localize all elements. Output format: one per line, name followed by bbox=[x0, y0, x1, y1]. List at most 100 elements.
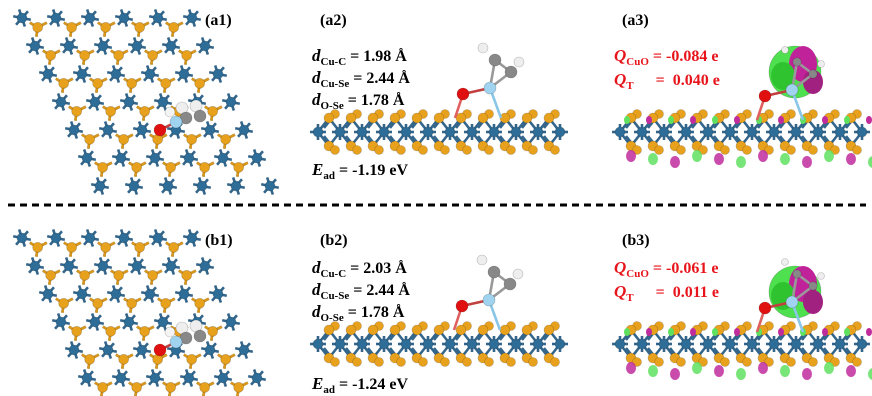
equation: dO-Se= 1.78 Å bbox=[312, 302, 404, 328]
c-atom bbox=[809, 70, 817, 78]
symbol: Q bbox=[614, 70, 626, 89]
equation: QT= 0.011 e bbox=[614, 282, 719, 308]
se-atom bbox=[111, 289, 121, 299]
charge-lobe bbox=[824, 150, 834, 162]
value: = -1.24 eV bbox=[339, 376, 408, 393]
c-atom bbox=[793, 58, 801, 66]
charge-lobe bbox=[626, 362, 636, 374]
se-atom bbox=[555, 339, 565, 349]
metal-atom bbox=[169, 22, 179, 32]
metal-atom bbox=[72, 326, 82, 336]
charge-lobe bbox=[734, 116, 740, 124]
se-atom bbox=[137, 345, 147, 355]
charge-lobe bbox=[866, 116, 872, 124]
subscript: CuO bbox=[626, 56, 649, 68]
se-atom bbox=[511, 339, 521, 349]
metal-atom bbox=[208, 106, 218, 116]
symbol: d bbox=[312, 90, 321, 109]
se-atom bbox=[69, 125, 79, 135]
se-atom bbox=[835, 127, 845, 137]
se-atom bbox=[116, 153, 126, 163]
charge-lobe bbox=[866, 328, 872, 336]
metal-atom bbox=[101, 22, 111, 32]
se-atom bbox=[615, 127, 625, 137]
metal-atom bbox=[529, 146, 538, 155]
se-atom bbox=[163, 181, 173, 191]
se-atom bbox=[82, 373, 92, 383]
o-atom bbox=[759, 302, 771, 314]
se-atom bbox=[489, 339, 499, 349]
charge-lobe bbox=[712, 116, 718, 124]
metal-atom bbox=[853, 146, 862, 155]
charge-lobe bbox=[734, 328, 740, 336]
h-atom bbox=[514, 57, 524, 67]
metal-atom bbox=[331, 358, 340, 367]
se-atom bbox=[150, 153, 160, 163]
metal-atom bbox=[169, 242, 179, 252]
subscript: O-Se bbox=[321, 312, 344, 324]
figure: (a1)(a2)dCu-C= 1.98 ÅdCu-Se= 2.44 ÅdO-Se… bbox=[0, 0, 872, 396]
charge-lobe bbox=[844, 116, 850, 124]
se-atom bbox=[51, 13, 61, 23]
se-atom bbox=[64, 261, 74, 271]
metal-atom bbox=[132, 162, 142, 172]
subscript: T bbox=[626, 80, 633, 92]
metal-atom bbox=[353, 358, 362, 367]
metal-atom bbox=[127, 298, 137, 308]
metal-atom bbox=[187, 354, 197, 364]
metal-atom bbox=[375, 146, 384, 155]
metal-atom bbox=[412, 325, 422, 335]
charge-lobe bbox=[648, 365, 658, 377]
metal-atom bbox=[59, 78, 69, 88]
metal-atom bbox=[98, 162, 108, 172]
charge-lobe bbox=[624, 328, 630, 336]
value: = -1.19 eV bbox=[339, 162, 408, 179]
se-atom bbox=[158, 97, 168, 107]
se-atom bbox=[166, 261, 176, 271]
metal-atom bbox=[463, 358, 472, 367]
charge-lobe bbox=[624, 116, 630, 124]
metal-atom bbox=[234, 162, 244, 172]
se-atom bbox=[43, 289, 53, 299]
metal-atom bbox=[182, 270, 192, 280]
value: = 1.78 Å bbox=[348, 92, 405, 109]
metal-atom bbox=[353, 146, 362, 155]
metal-atom bbox=[135, 242, 145, 252]
charge-lobe bbox=[736, 368, 746, 380]
se-atom bbox=[90, 317, 100, 327]
se-atom bbox=[218, 153, 228, 163]
metal-atom bbox=[397, 146, 406, 155]
se-atom bbox=[30, 261, 40, 271]
panel-label: (b1) bbox=[205, 232, 233, 250]
metal-atom bbox=[787, 358, 796, 367]
se-atom bbox=[145, 69, 155, 79]
c-atom bbox=[505, 66, 517, 78]
metal-atom bbox=[85, 354, 95, 364]
se-atom bbox=[30, 41, 40, 51]
metal-atom bbox=[677, 358, 686, 367]
se-atom bbox=[116, 373, 126, 383]
se-atom bbox=[681, 339, 691, 349]
metal-atom bbox=[221, 354, 231, 364]
se-atom bbox=[205, 125, 215, 135]
se-atom bbox=[103, 125, 113, 135]
se-atom bbox=[445, 127, 455, 137]
se-atom bbox=[769, 339, 779, 349]
charge-lobe bbox=[780, 153, 790, 165]
metal-atom bbox=[200, 162, 210, 172]
charge-lobe bbox=[822, 328, 828, 336]
se-atom bbox=[335, 339, 345, 349]
metal-atom bbox=[743, 358, 752, 367]
se-atom bbox=[187, 233, 197, 243]
metal-atom bbox=[412, 113, 422, 123]
metal-atom bbox=[809, 146, 818, 155]
se-atom bbox=[166, 41, 176, 51]
subscript: Cu-C bbox=[321, 268, 347, 280]
se-atom bbox=[659, 127, 669, 137]
subscript: T bbox=[626, 292, 633, 304]
metal-atom bbox=[478, 325, 488, 335]
metal-atom bbox=[809, 358, 818, 367]
se-atom bbox=[423, 127, 433, 137]
se-atom bbox=[615, 339, 625, 349]
metal-atom bbox=[721, 358, 730, 367]
